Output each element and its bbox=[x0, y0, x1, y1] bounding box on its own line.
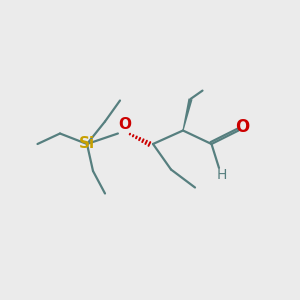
Text: H: H bbox=[217, 168, 227, 182]
Text: O: O bbox=[235, 118, 249, 136]
Text: O: O bbox=[118, 117, 131, 132]
Polygon shape bbox=[182, 98, 193, 130]
Text: Si: Si bbox=[79, 136, 95, 152]
